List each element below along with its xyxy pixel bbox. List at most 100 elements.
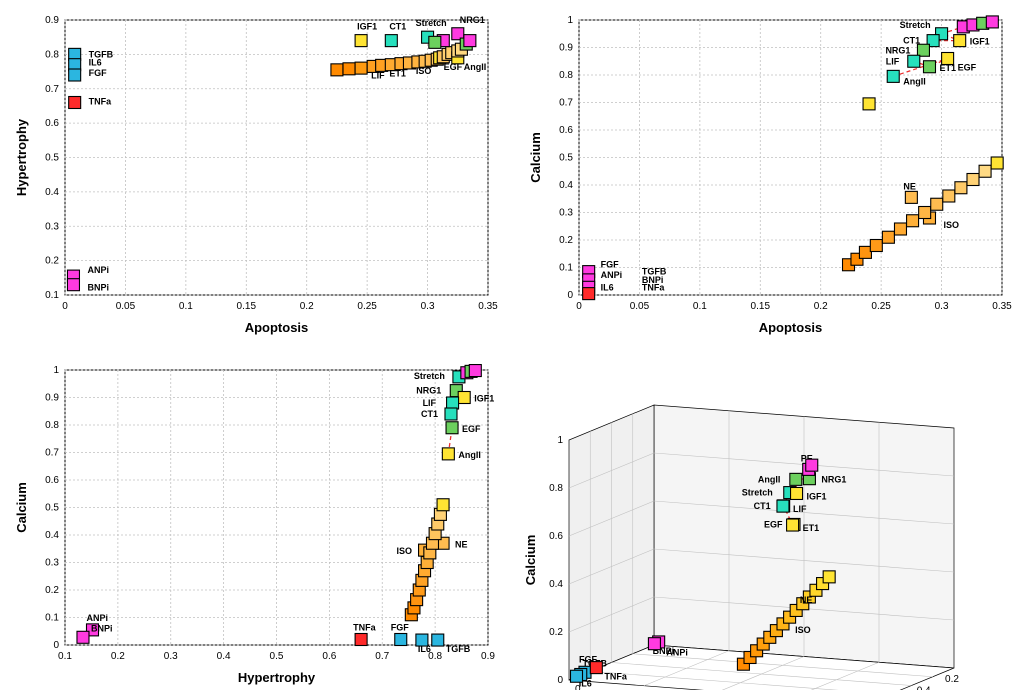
data-marker xyxy=(954,35,966,47)
ytick-label: 0.2 xyxy=(559,235,573,246)
ytick-label: 0.4 xyxy=(45,530,59,541)
point-label: IL6 xyxy=(418,644,431,654)
x-axis-label: Hypertrophy xyxy=(238,670,316,685)
data-marker xyxy=(806,459,818,471)
point-label: LIF xyxy=(886,56,900,66)
panel-hypertrophy-vs-apoptosis: 00.050.10.150.20.250.30.350.10.20.30.40.… xyxy=(10,10,504,340)
ztick-label: 0.2 xyxy=(549,627,563,638)
data-marker xyxy=(923,61,935,73)
data-marker xyxy=(355,62,367,74)
data-marker xyxy=(571,670,583,682)
x-axis-label: Apoptosis xyxy=(245,320,309,335)
ytick-label: 0.9 xyxy=(45,393,59,404)
data-marker xyxy=(882,231,894,243)
data-marker xyxy=(429,36,441,48)
data-marker xyxy=(919,207,931,219)
ytick-label: 0 xyxy=(567,290,573,301)
ytick-label: 0.9 xyxy=(559,43,573,54)
xtick-label: 0 xyxy=(576,301,582,312)
chart-3d-svg: 00.20.40.60.810.20.40.60.8EGFET1CT1LIFSt… xyxy=(524,360,1014,690)
point-label: EGF xyxy=(764,519,783,529)
xtick-label: 0.25 xyxy=(357,301,377,312)
point-label: AngII xyxy=(758,474,781,484)
ztick-label: 0 xyxy=(557,675,563,686)
point-label: LIF xyxy=(423,398,437,408)
data-marker xyxy=(887,70,899,82)
point-label: NRG1 xyxy=(416,386,441,396)
data-marker xyxy=(590,662,602,674)
point-label: Stretch xyxy=(416,18,447,28)
point-label: BNPi xyxy=(91,623,113,633)
point-label: IGF1 xyxy=(357,22,377,32)
ytick-label: 0.9 xyxy=(45,15,59,26)
point-label: BNPi xyxy=(87,283,109,293)
data-marker xyxy=(648,638,660,650)
ytick-label: 0.6 xyxy=(559,125,573,136)
data-marker xyxy=(445,408,457,420)
ytick-label: 0.6 xyxy=(45,118,59,129)
data-marker xyxy=(859,246,871,258)
ytick-label: 0.7 xyxy=(45,448,59,459)
point-label: FGF xyxy=(601,260,619,270)
xtick-label: 0.1 xyxy=(58,651,72,662)
data-marker xyxy=(464,35,476,47)
point-label: NRG1 xyxy=(885,45,910,55)
data-marker xyxy=(955,182,967,194)
chart-svg: 00.050.10.150.20.250.30.350.10.20.30.40.… xyxy=(10,10,500,340)
ytick-label: 0.4 xyxy=(559,180,573,191)
point-label: NRG1 xyxy=(460,15,485,25)
point-label: EGF xyxy=(462,424,481,434)
data-marker xyxy=(907,215,919,227)
xtick-label: 0.4 xyxy=(917,686,931,690)
point-label: CT1 xyxy=(421,409,438,419)
point-label: AngII xyxy=(464,62,487,72)
point-label: IGF1 xyxy=(970,37,990,47)
point-label: ANPi xyxy=(86,613,108,623)
point-label: NE xyxy=(903,181,916,191)
point-label: NE xyxy=(455,539,468,549)
data-marker xyxy=(931,198,943,210)
ytick-label: 0 xyxy=(575,684,581,690)
data-marker xyxy=(863,98,875,110)
xtick-label: 0.35 xyxy=(478,301,498,312)
chart-svg: 0.10.20.30.40.50.60.70.80.900.10.20.30.4… xyxy=(10,360,500,690)
point-label: Stretch xyxy=(742,488,773,498)
data-marker xyxy=(583,288,595,300)
ytick-label: 0 xyxy=(53,640,59,651)
ztick-label: 0.6 xyxy=(549,531,563,542)
point-label: Stretch xyxy=(900,20,931,30)
data-marker xyxy=(458,392,470,404)
xtick-label: 0.3 xyxy=(421,301,435,312)
point-label: ANPi xyxy=(601,270,623,280)
point-label: AngII xyxy=(458,450,481,460)
point-label: TNFa xyxy=(604,672,627,682)
y-axis-label: Calcium xyxy=(14,482,29,533)
xtick-label: 0.5 xyxy=(270,651,284,662)
ytick-label: 0.8 xyxy=(45,420,59,431)
data-marker xyxy=(942,53,954,65)
data-marker xyxy=(355,634,367,646)
point-label: Stretch xyxy=(414,371,445,381)
point-label: FGF xyxy=(391,623,409,633)
point-label: FGF xyxy=(89,68,107,78)
point-label: IL6 xyxy=(89,58,102,68)
point-label: TNFa xyxy=(89,97,112,107)
xtick-label: 0.1 xyxy=(693,301,707,312)
data-marker xyxy=(908,55,920,67)
ytick-label: 0.6 xyxy=(45,475,59,486)
ytick-label: 0.2 xyxy=(45,585,59,596)
data-marker xyxy=(894,223,906,235)
data-marker xyxy=(943,190,955,202)
x-axis-label: Apoptosis xyxy=(759,320,823,335)
point-label: TNFa xyxy=(642,282,665,292)
point-label: NE xyxy=(800,595,813,605)
panel-calcium-vs-hypertrophy: 0.10.20.30.40.50.60.70.80.900.10.20.30.4… xyxy=(10,360,504,690)
ytick-label: 0.7 xyxy=(45,84,59,95)
ytick-label: 1 xyxy=(53,365,59,376)
data-marker xyxy=(917,44,929,56)
data-marker xyxy=(447,397,459,409)
data-marker xyxy=(991,157,1003,169)
ztick-label: 0.4 xyxy=(549,579,563,590)
point-label: IL6 xyxy=(601,282,614,292)
ytick-label: 0.1 xyxy=(45,613,59,624)
